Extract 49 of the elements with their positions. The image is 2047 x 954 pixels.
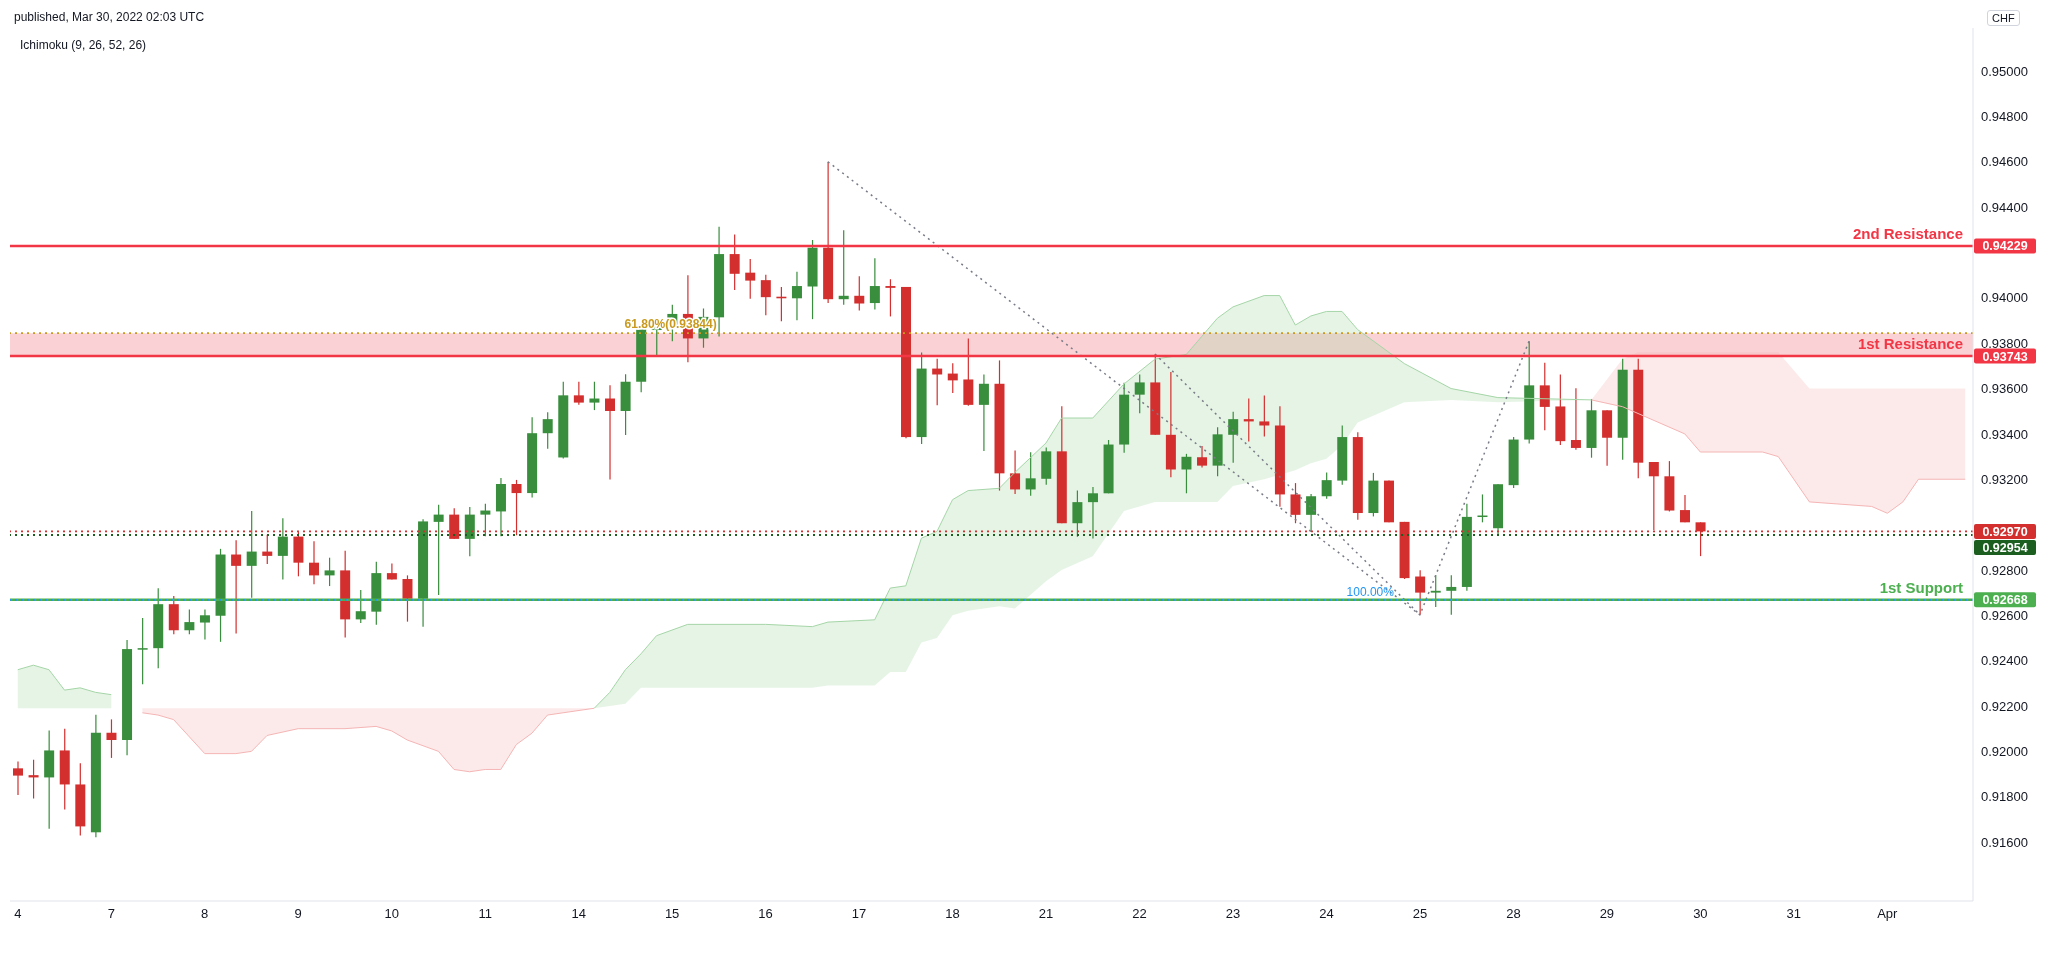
- annotation: 100.00%: [1346, 584, 1395, 599]
- y-tick-label: 0.94600: [1981, 154, 2028, 170]
- x-tick-label: 14: [571, 906, 586, 922]
- x-tick-label: 15: [664, 906, 680, 922]
- x-tick-label: 16: [758, 906, 773, 922]
- y-axis-title: CHF: [1987, 10, 2020, 26]
- annotation: Ichimoku (9, 26, 52, 26): [20, 38, 147, 52]
- y-tick-label: 0.94400: [1981, 199, 2028, 215]
- x-tick-label: 7: [107, 906, 115, 922]
- text: 0.93743: [1982, 349, 2028, 364]
- y-tick-label: 0.91600: [1981, 834, 2028, 850]
- y-tick-label: 0.93200: [1981, 471, 2028, 487]
- y-tick-label: 0.94800: [1981, 109, 2028, 125]
- y-tick-label: 0.92800: [1981, 562, 2028, 578]
- x-tick-label: 25: [1412, 906, 1428, 922]
- x-tick-label: Apr: [1877, 906, 1899, 922]
- y-tick-label: 0.94000: [1981, 290, 2028, 306]
- x-tick-label: 30: [1693, 906, 1708, 922]
- x-tick-label: 8: [201, 906, 209, 922]
- text: 0.92954: [1982, 540, 2028, 555]
- y-tick-label: 0.93600: [1981, 381, 2028, 397]
- y-tick-label: 0.92200: [1981, 698, 2028, 714]
- x-tick-label: 31: [1786, 906, 1802, 922]
- x-tick-label: 29: [1599, 906, 1615, 922]
- y-tick-label: 0.92600: [1981, 607, 2028, 623]
- ref-line-label: 2nd Resistance: [1852, 224, 1963, 242]
- x-tick-label: 4: [14, 906, 22, 922]
- x-tick-label: 11: [478, 906, 492, 922]
- x-tick-label: 24: [1319, 906, 1334, 922]
- text: 0.92970: [1982, 524, 2028, 539]
- x-tick-label: 10: [384, 906, 399, 922]
- x-tick-label: 28: [1506, 906, 1521, 922]
- y-tick-label: 0.92000: [1981, 743, 2028, 759]
- x-tick-label: 9: [294, 906, 302, 922]
- x-tick-label: 18: [945, 906, 960, 922]
- text: 0.94229: [1982, 239, 2028, 254]
- x-tick-label: 22: [1132, 906, 1147, 922]
- x-tick-label: 21: [1038, 906, 1054, 922]
- text: 0.92668: [1982, 593, 2028, 608]
- ref-line-label: 1st Resistance: [1857, 335, 1963, 353]
- y-tick-label: 0.91800: [1981, 789, 2028, 805]
- x-tick-label: 17: [851, 906, 867, 922]
- ref-line-label: 1st Support: [1879, 578, 1963, 596]
- x-tick-label: 23: [1225, 906, 1241, 922]
- y-tick-label: 0.95000: [1981, 63, 2028, 79]
- y-tick-label: 0.93400: [1981, 426, 2028, 442]
- y-tick-label: 0.92400: [1981, 653, 2028, 669]
- text: published, Mar 30, 2022 02:03 UTC: [14, 10, 205, 24]
- y-tick-label: 0.93800: [1981, 335, 2028, 351]
